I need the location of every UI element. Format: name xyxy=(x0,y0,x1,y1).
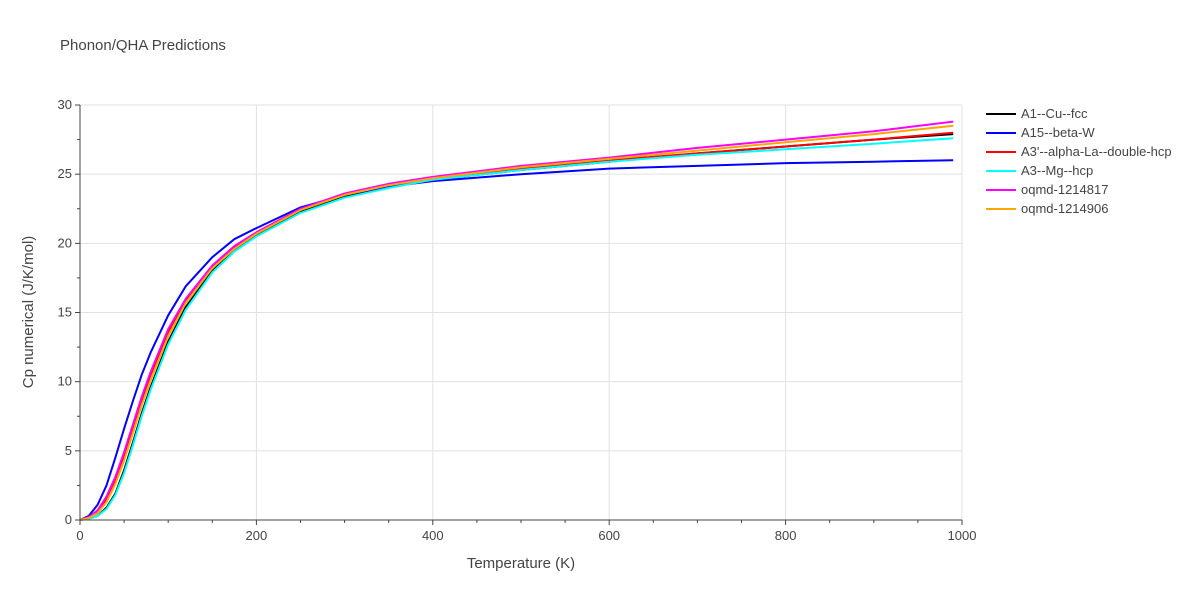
y-tick-label: 10 xyxy=(58,374,72,389)
x-axis-title: Temperature (K) xyxy=(467,555,575,572)
legend-label: A15--beta-W xyxy=(1021,125,1095,140)
x-tick-label: 0 xyxy=(76,528,83,543)
legend-item[interactable]: A15--beta-W xyxy=(986,125,1095,140)
y-tick-label: 0 xyxy=(65,512,72,527)
x-tick-label: 200 xyxy=(246,528,268,543)
y-axis-title: Cp numerical (J/K/mol) xyxy=(20,236,37,389)
grid xyxy=(80,104,963,520)
series-line xyxy=(79,124,954,521)
axes: 0 200 400 600 800 1000 0 5 10 15 20 25 30 xyxy=(58,97,977,543)
y-tick-label: 15 xyxy=(58,305,72,320)
legend-item[interactable]: A1--Cu--fcc xyxy=(986,106,1088,121)
series-line xyxy=(79,159,954,521)
x-tick-label: 800 xyxy=(775,528,797,543)
x-tick-label: 1000 xyxy=(948,528,977,543)
y-tick-label: 5 xyxy=(65,443,72,458)
chart-title: Phonon/QHA Predictions xyxy=(60,37,226,54)
series-line xyxy=(79,137,954,521)
legend-label: oqmd-1214817 xyxy=(1021,182,1108,197)
x-tick-label: 600 xyxy=(598,528,620,543)
legend-label: A3--Mg--hcp xyxy=(1021,163,1093,178)
legend-item[interactable]: A3--Mg--hcp xyxy=(986,163,1093,178)
plot-area xyxy=(79,120,954,521)
y-tick-label: 25 xyxy=(58,166,72,181)
legend-label: A3'--alpha-La--double-hcp xyxy=(1021,144,1172,159)
y-tick-label: 20 xyxy=(58,235,72,250)
series-line xyxy=(79,131,954,521)
legend[interactable]: A1--Cu--fcc A15--beta-W A3'--alpha-La--dou… xyxy=(986,106,1172,216)
legend-item[interactable]: oqmd-1214817 xyxy=(986,182,1108,197)
series-line xyxy=(79,120,954,521)
legend-item[interactable]: oqmd-1214906 xyxy=(986,201,1108,216)
y-tick-label: 30 xyxy=(58,97,72,112)
legend-label: oqmd-1214906 xyxy=(1021,201,1108,216)
x-tick-label: 400 xyxy=(422,528,444,543)
legend-item[interactable]: A3'--alpha-La--double-hcp xyxy=(986,144,1172,159)
series-line xyxy=(79,133,954,521)
legend-label: A1--Cu--fcc xyxy=(1021,106,1088,121)
